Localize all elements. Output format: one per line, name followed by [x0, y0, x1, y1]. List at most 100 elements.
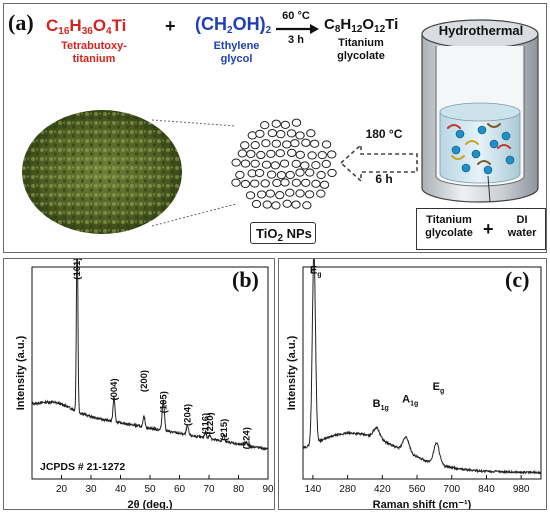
nanoparticle: [280, 120, 291, 129]
sem-image: [22, 110, 237, 234]
nanoparticle: [301, 178, 311, 187]
mix-plus: +: [483, 219, 494, 239]
mix-glycolate: glycolate: [425, 227, 473, 239]
x-tick-label: 80: [233, 484, 245, 495]
nanoparticle: [286, 129, 297, 138]
nanoparticle: [261, 160, 272, 169]
y-axis-label: Intensity (a.u.): [15, 335, 27, 410]
nanoparticle: [306, 129, 316, 138]
peak-label: (105): [158, 391, 169, 413]
tio2-nps-label: TiO2 NPs: [256, 226, 312, 244]
plot-frame: [302, 266, 542, 480]
nanoparticle: [276, 171, 287, 180]
nanoparticle: [285, 188, 295, 197]
x-tick-label: 700: [443, 484, 460, 495]
nanoparticle: [300, 161, 310, 170]
nanoparticle: [280, 178, 290, 187]
panel-a: (a) C16H36O4Ti Tetrabutoxy- titanium + (…: [3, 3, 547, 253]
x-tick-label: 20: [56, 484, 68, 495]
spectrum-line: [31, 259, 269, 451]
raman-chart: 140 280 420 560 700 840 980 Raman shift (cm⁻¹) I…: [286, 259, 542, 509]
nanoparticle: [319, 180, 330, 189]
panel-b: 20 30 40 50 60 70 80 90 2θ (deg.) Intensity (a.u.…: [3, 258, 275, 510]
nanoparticle: [311, 161, 321, 170]
peak-label: B1g: [373, 398, 389, 412]
x-tick-label: 30: [85, 484, 97, 495]
condition-time: 3 h: [288, 34, 304, 46]
nanoparticle: [305, 168, 315, 177]
nanoparticle: [250, 159, 260, 168]
nanoparticle: [266, 149, 276, 158]
x-tick-label: 980: [513, 484, 530, 495]
peak-label: (004): [109, 378, 120, 400]
panel-c-label: (c): [505, 267, 530, 292]
peak-label: (116): [200, 413, 211, 435]
nanoparticle: [231, 178, 241, 187]
peak-label: Eg: [310, 264, 322, 278]
nanoparticle: [231, 158, 241, 167]
peak-label: A1g: [402, 394, 418, 408]
nanoparticle: [282, 140, 292, 149]
x-tick-label: 60: [174, 484, 186, 495]
x-tick-label: 280: [339, 484, 356, 495]
condition-temp: 60 °C: [282, 10, 310, 22]
panel-c: 140 280 420 560 700 840 980 Raman shift (cm⁻¹) I…: [278, 258, 547, 510]
dashed-arrow: [339, 143, 418, 183]
nanoparticle: [260, 179, 270, 188]
peak-label: Eg: [433, 381, 445, 395]
peak-label: (220): [205, 412, 216, 434]
peak-label: (204): [182, 404, 193, 426]
nanoparticle: [246, 149, 256, 159]
x-tick-label: 840: [478, 484, 495, 495]
nanoparticle: [317, 150, 327, 160]
nanoparticle: [237, 149, 248, 158]
mixture-box: Titanium glycolate + DI water: [416, 208, 546, 250]
nanoparticle: [251, 199, 262, 209]
x-tick-label: 140: [305, 484, 322, 495]
nanoparticle: [295, 131, 305, 140]
hydrothermal-vessel: [421, 19, 539, 203]
reactant1-formula: C16H36O4Ti: [46, 16, 127, 37]
plus-sign: +: [165, 16, 176, 36]
nanoparticle: [291, 178, 302, 187]
x-tick-label: 560: [409, 484, 426, 495]
nanoparticle: [316, 170, 326, 180]
nanoparticle: [295, 168, 305, 177]
nanoparticle: [285, 170, 295, 180]
nanoparticle: [270, 161, 281, 170]
nanoparticle: [245, 191, 256, 200]
mix-di: DI: [516, 214, 528, 226]
nanoparticle: [311, 179, 321, 188]
nanoparticle: [316, 189, 326, 198]
reaction-arrow: [276, 24, 319, 34]
nanoparticle: [275, 191, 285, 200]
nanoparticle: [302, 201, 312, 210]
nanoparticle: [247, 131, 258, 140]
nanoparticle: [321, 159, 331, 169]
nanoparticle: [235, 170, 245, 179]
nanoparticle: [271, 139, 282, 148]
nanoparticle: [254, 168, 265, 178]
panel-a-label: (a): [8, 10, 34, 35]
product-name: Titanium glycolate: [337, 37, 385, 62]
peak-label: (200): [139, 370, 150, 392]
nanoparticle: [282, 199, 292, 208]
nanoparticle: [260, 121, 270, 130]
x-axis-label: Raman shift (cm⁻¹): [373, 499, 472, 509]
x-tick-label: 70: [203, 484, 215, 495]
nanoparticle: [327, 168, 337, 178]
nanoparticle: [279, 159, 290, 168]
y-axis-label: Intensity (a.u.): [286, 335, 298, 410]
product-formula: C8H12O12Ti: [324, 16, 399, 35]
reactant2-name: Ethylene glycol: [213, 40, 260, 65]
step2-temp: 180 °C: [365, 127, 403, 141]
nanoparticle: [256, 190, 267, 199]
nanoparticle: [304, 190, 315, 199]
mix-titanium: Titanium: [426, 214, 472, 226]
nanoparticle: [250, 141, 260, 150]
nanoparticle: [240, 179, 251, 189]
nanoparticle: [309, 139, 320, 148]
nanoparticle: [291, 159, 301, 168]
x-tick-label: 420: [374, 484, 391, 495]
nanoparticle: [271, 119, 281, 128]
